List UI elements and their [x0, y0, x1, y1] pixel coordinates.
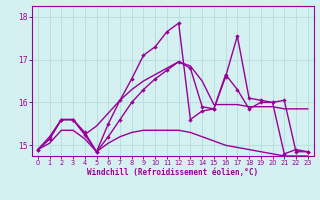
X-axis label: Windchill (Refroidissement éolien,°C): Windchill (Refroidissement éolien,°C) — [87, 168, 258, 177]
